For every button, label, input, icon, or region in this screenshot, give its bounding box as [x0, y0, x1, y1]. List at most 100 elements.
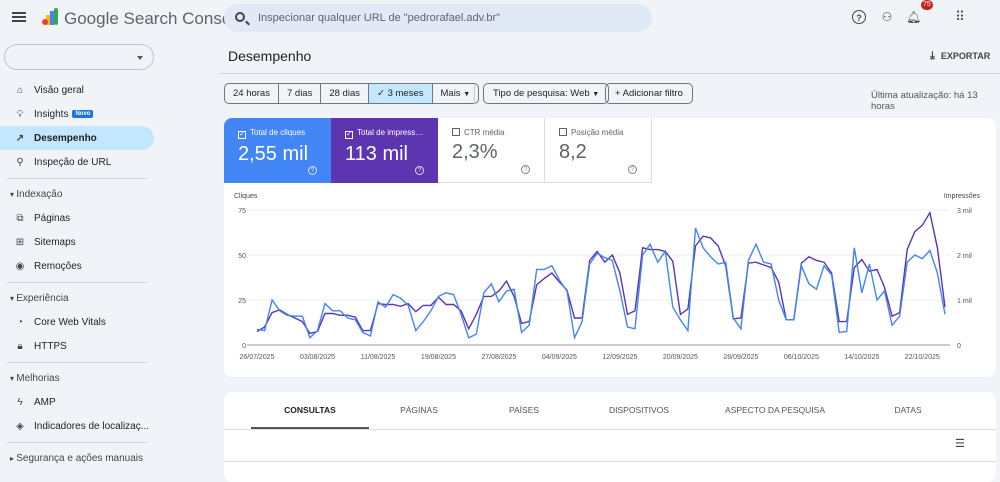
divider	[224, 461, 996, 462]
left-tick-label: 0	[242, 343, 246, 350]
pages-icon: ⧉	[16, 212, 24, 224]
help-icon[interactable]: ?	[308, 166, 317, 175]
export-button[interactable]: ⤓ EXPORTAR	[930, 50, 990, 63]
metric-position[interactable]: Posição média 8,2?	[545, 118, 652, 183]
tab-pa-ses[interactable]: PAÍSES	[508, 405, 540, 415]
table-card	[224, 392, 996, 482]
sidebar-item-desempenho[interactable]: ↗ Desempenho	[0, 126, 154, 150]
section-melhorias[interactable]: Melhorias	[10, 373, 59, 384]
plus-icon: +	[615, 88, 623, 99]
add-filter-button[interactable]: + Adicionar filtro	[605, 83, 693, 104]
sidebar-item-paginas[interactable]: ⧉ Páginas	[0, 206, 154, 230]
bolt-icon: ϟ	[17, 396, 23, 408]
sidebar-item-inspecao-url[interactable]: ⚲ Inspeção de URL	[0, 150, 154, 174]
metric-label: Posição média	[571, 128, 624, 137]
dropdown-arrow-icon: ▼	[463, 91, 471, 98]
right-tick-label: 1 mil	[957, 298, 972, 305]
menu-icon[interactable]	[12, 12, 26, 22]
help-icon[interactable]: ?	[852, 10, 866, 24]
x-tick-label: 06/10/2025	[784, 354, 819, 361]
layers-icon: ◈	[16, 420, 24, 432]
lightbulb-icon: 💡︎	[16, 108, 24, 120]
range-3m[interactable]: ✓ 3 meses	[368, 84, 433, 103]
range-28d[interactable]: 28 dias	[321, 84, 369, 103]
performance-chart: Cliques Impressões 0 0 25 1 mil 50 2 mil 75 3 m…	[234, 193, 981, 361]
metric-ctr[interactable]: CTR média 2,3%?	[438, 118, 545, 183]
lock-icon: 🔒︎	[17, 340, 23, 352]
user-settings-icon[interactable]: ⚇	[881, 10, 893, 24]
checkbox-checked-icon[interactable]: ✓	[238, 131, 246, 139]
tab-aspecto-da-pesquisa[interactable]: ASPECTO DA PESQUISA	[725, 405, 825, 415]
x-tick-label: 26/07/2025	[239, 354, 274, 361]
tab-datas[interactable]: DATAS	[894, 405, 922, 415]
property-selector[interactable]	[4, 44, 154, 70]
left-tick-label: 25	[238, 298, 246, 305]
right-axis-label: Impressões	[944, 193, 981, 200]
filter-rows-icon[interactable]: ☰	[955, 438, 965, 450]
sidebar-item-label: Indicadores de localizaç...	[34, 420, 150, 432]
tab-dispositivos[interactable]: DISPOSITIVOS	[609, 405, 669, 415]
search-icon: ⚲	[16, 156, 24, 168]
checkbox-icon[interactable]	[452, 128, 460, 136]
sitemap-icon: ⊞	[15, 236, 25, 248]
section-seguranca[interactable]: Segurança e ações manuais	[10, 453, 143, 464]
divider	[7, 282, 147, 283]
metric-total-impressions[interactable]: ✓ Total de impressões 113 mil?	[331, 118, 438, 183]
x-tick-label: 11/08/2025	[361, 354, 396, 361]
date-range-selector: 24 horas 7 dias 28 dias ✓ 3 meses Mais ▼	[224, 83, 480, 104]
sidebar-item-label: Inspeção de URL	[34, 156, 112, 168]
search-console-logo	[42, 8, 58, 25]
left-tick-label: 50	[238, 253, 246, 260]
x-tick-label: 04/09/2025	[542, 354, 577, 361]
right-tick-label: 3 mil	[957, 208, 972, 215]
sidebar-item-label: Sitemaps	[34, 236, 76, 248]
range-more[interactable]: Mais ▼	[433, 84, 479, 103]
sidebar-item-insights[interactable]: 💡︎ Insights Novo	[0, 102, 154, 126]
left-axis-label: Cliques	[234, 193, 258, 200]
sidebar-item-core-web-vitals[interactable]: ◔ Core Web Vitals	[0, 310, 154, 334]
apps-grid-icon[interactable]: ⠿	[955, 9, 965, 24]
sidebar-item-remocoes[interactable]: ◉ Remoções	[0, 254, 154, 278]
metric-total-clicks[interactable]: ✓ Total de cliques 2,55 mil?	[224, 118, 331, 183]
sidebar-item-https[interactable]: 🔒︎ HTTPS	[0, 334, 154, 358]
sidebar-item-label: HTTPS	[34, 340, 67, 352]
range-24h[interactable]: 24 horas	[225, 84, 279, 103]
x-tick-label: 03/08/2025	[300, 354, 335, 361]
help-icon[interactable]: ?	[521, 165, 530, 174]
series-line-impresses	[256, 210, 946, 335]
checkbox-checked-icon[interactable]: ✓	[345, 131, 353, 139]
sidebar-item-label: Páginas	[34, 212, 71, 224]
metric-value: 113 mil	[345, 143, 408, 165]
filter-label: Adicionar filtro	[622, 88, 683, 99]
metric-value: 2,55 mil	[238, 143, 309, 165]
help-icon[interactable]: ?	[415, 166, 424, 175]
tab-p-ginas[interactable]: PÁGINAS	[400, 405, 438, 415]
eye-off-icon: ◉	[15, 260, 25, 272]
page-title: Desempenho	[228, 48, 312, 64]
sidebar-item-label: Visão geral	[34, 84, 84, 96]
sidebar-item-label: AMP	[34, 396, 56, 408]
range-7d[interactable]: 7 dias	[279, 84, 322, 103]
sidebar-item-amp[interactable]: ϟ AMP	[0, 390, 154, 414]
sidebar-item-sitemaps[interactable]: ⊞ Sitemaps	[0, 230, 154, 254]
filter-label: Tipo de pesquisa: Web	[493, 88, 590, 99]
section-indexacao[interactable]: Indexação	[10, 189, 62, 200]
last-update: Última atualização: há 13 horas	[871, 90, 978, 112]
sidebar-item-visao-geral[interactable]: ⌂ Visão geral	[0, 78, 154, 102]
x-tick-label: 14/10/2025	[844, 354, 879, 361]
sidebar-item-label: Desempenho	[34, 132, 97, 144]
x-tick-label: 12/09/2025	[602, 354, 637, 361]
help-icon[interactable]: ?	[628, 165, 637, 174]
gauge-icon: ◔	[16, 316, 24, 328]
x-tick-label: 27/08/2025	[481, 354, 516, 361]
sidebar-item-indicadores[interactable]: ◈ Indicadores de localizaç...	[0, 414, 154, 438]
search-placeholder: Inspecionar qualquer URL de "pedrorafael…	[258, 12, 501, 24]
url-inspect-search[interactable]: Inspecionar qualquer URL de "pedrorafael…	[224, 4, 652, 32]
section-experiencia[interactable]: Experiência	[10, 293, 68, 304]
checkbox-icon[interactable]	[559, 128, 567, 136]
notifications-bell-icon[interactable]: 🔔︎	[906, 10, 922, 24]
search-type-filter[interactable]: Tipo de pesquisa: Web ▼	[483, 83, 610, 104]
tab-consultas[interactable]: CONSULTAS	[284, 405, 336, 415]
export-label: EXPORTAR	[940, 51, 991, 61]
new-badge: Novo	[72, 110, 94, 118]
